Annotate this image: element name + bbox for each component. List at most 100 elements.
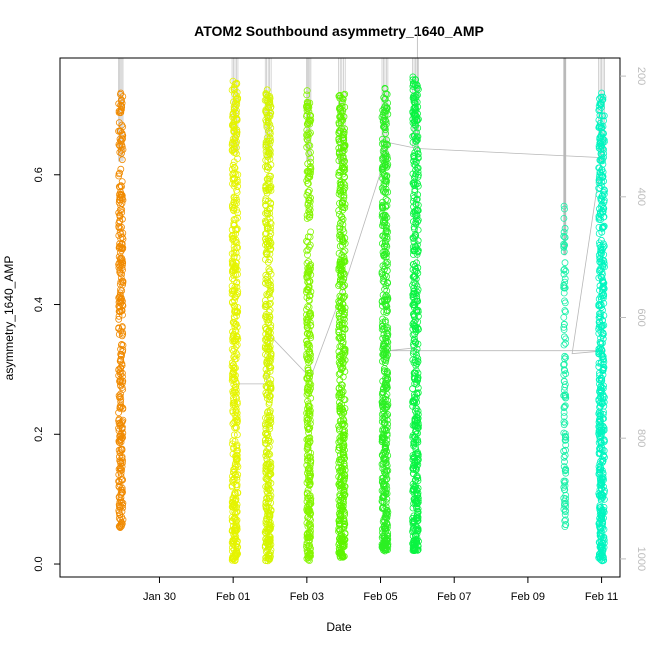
data-point	[266, 329, 274, 337]
data-point	[117, 355, 125, 363]
data-point	[266, 233, 274, 241]
data-point	[382, 253, 390, 261]
data-point	[596, 422, 604, 430]
x-axis: Jan 30 Feb 01 Feb 03 Feb 05 Feb 07 Feb 09 Feb …	[143, 576, 618, 603]
data-point	[336, 184, 344, 192]
data-point	[115, 330, 123, 338]
series-group	[409, 73, 422, 554]
data-point	[233, 525, 241, 533]
data-point	[562, 339, 569, 347]
data-point	[231, 302, 239, 310]
data-point	[596, 184, 604, 192]
data-point	[303, 350, 311, 358]
data-point	[413, 81, 421, 89]
data-point	[596, 241, 604, 249]
data-point	[115, 232, 123, 239]
data-point	[233, 424, 240, 432]
data-point	[337, 315, 345, 323]
data-point	[378, 202, 386, 210]
data-point	[383, 273, 391, 280]
data-point	[599, 277, 606, 285]
data-point	[561, 352, 569, 360]
data-point	[119, 244, 127, 252]
data-point	[598, 171, 605, 179]
data-point	[338, 548, 346, 556]
data-point	[233, 278, 241, 286]
data-point	[303, 311, 310, 319]
data-point	[562, 516, 569, 524]
data-point	[306, 198, 314, 206]
data-point	[562, 370, 570, 378]
data-point	[413, 505, 421, 513]
data-point	[561, 259, 569, 267]
data-point	[265, 460, 273, 468]
data-point	[409, 266, 417, 274]
data-point	[304, 105, 312, 112]
data-point	[410, 319, 418, 327]
data-point	[412, 326, 420, 334]
data-point	[117, 190, 125, 198]
data-point	[229, 536, 237, 544]
data-point	[380, 539, 388, 547]
data-point	[562, 506, 569, 514]
data-point	[384, 307, 392, 315]
data-point	[116, 467, 124, 475]
data-point	[230, 103, 238, 111]
data-point	[306, 464, 314, 472]
data-point	[118, 498, 125, 506]
data-point	[414, 173, 422, 181]
data-point	[231, 246, 238, 253]
data-point	[234, 214, 241, 222]
data-point	[262, 464, 270, 472]
data-point	[410, 335, 418, 343]
x-tick-label: Feb 11	[585, 591, 618, 603]
data-point	[335, 138, 343, 146]
data-point	[378, 323, 386, 330]
data-point	[562, 354, 570, 361]
data-point	[116, 368, 124, 376]
data-point	[380, 188, 387, 196]
data-point	[115, 523, 123, 530]
data-point	[338, 94, 346, 102]
data-point	[118, 264, 126, 272]
data-point	[234, 447, 242, 455]
data-point	[307, 459, 315, 466]
data-point	[262, 502, 270, 510]
data-point	[382, 90, 390, 98]
data-point	[384, 546, 392, 554]
data-point	[304, 486, 312, 494]
data-point	[380, 455, 387, 462]
data-point	[410, 112, 418, 119]
data-point	[230, 540, 238, 548]
data-point	[117, 503, 125, 511]
data-point	[383, 390, 391, 398]
data-point	[262, 235, 270, 243]
data-point	[410, 153, 418, 161]
data-point	[304, 251, 311, 259]
data-point	[600, 503, 608, 511]
data-point	[232, 92, 240, 100]
data-point	[228, 231, 236, 239]
data-point	[414, 546, 422, 554]
data-point	[118, 256, 126, 264]
data-point	[382, 282, 390, 290]
data-point	[600, 438, 608, 446]
data-point	[414, 164, 422, 172]
data-point	[383, 309, 391, 316]
data-point	[335, 210, 343, 218]
data-point	[229, 508, 237, 515]
data-point	[263, 94, 271, 102]
data-point	[414, 491, 422, 499]
data-point	[232, 259, 240, 267]
data-point	[116, 135, 124, 143]
data-point	[339, 206, 347, 214]
data-point	[303, 215, 311, 222]
data-point	[596, 106, 604, 114]
data-point	[335, 144, 343, 152]
data-point	[230, 554, 238, 562]
data-point	[598, 273, 606, 281]
data-point	[228, 226, 236, 234]
data-point	[262, 372, 270, 380]
data-point	[596, 302, 603, 310]
data-point	[231, 527, 239, 535]
